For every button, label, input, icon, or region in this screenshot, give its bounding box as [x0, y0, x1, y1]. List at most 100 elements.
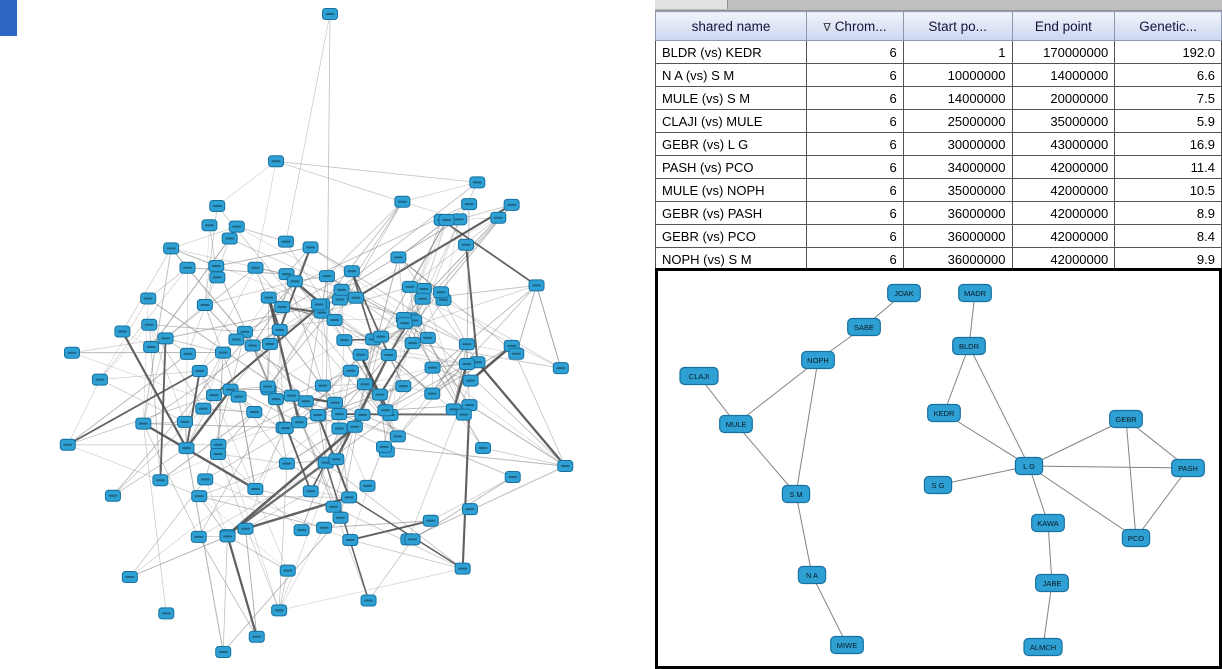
table-row[interactable]: GEBR (vs) L G 6 30000000 43000000 16.9: [654, 132, 1222, 156]
network-node[interactable]: [191, 490, 208, 503]
network-node[interactable]: [114, 325, 131, 338]
network-node[interactable]: [346, 420, 363, 433]
network-node[interactable]: [328, 453, 345, 466]
scrollbar-thumb[interactable]: [655, 0, 728, 9]
network-node[interactable]: [63, 346, 80, 359]
network-node[interactable]: [141, 318, 158, 331]
network-node[interactable]: [196, 299, 213, 312]
edge-N A-MIWE[interactable]: [811, 574, 848, 646]
network-node[interactable]: [316, 521, 333, 534]
network-node[interactable]: [244, 339, 261, 352]
network-node[interactable]: [179, 347, 196, 360]
network-node[interactable]: [310, 298, 327, 311]
edge-NOPH-MULE[interactable]: [735, 359, 819, 425]
network-node[interactable]: [395, 380, 412, 393]
node-S G[interactable]: S G: [923, 475, 953, 495]
network-node[interactable]: [259, 380, 276, 393]
network-node[interactable]: [422, 514, 439, 527]
network-node[interactable]: [248, 630, 265, 643]
edge-S G-L G[interactable]: [937, 465, 1030, 486]
edge-L G-KAWA[interactable]: [1028, 465, 1049, 524]
network-node[interactable]: [342, 364, 359, 377]
edge-L G-PASH[interactable]: [1028, 465, 1189, 469]
network-node[interactable]: [278, 457, 295, 470]
network-node[interactable]: [195, 402, 212, 415]
network-node[interactable]: [438, 214, 455, 227]
overview-network-canvas[interactable]: [0, 0, 655, 669]
column-header-2[interactable]: Start po...: [902, 11, 1013, 41]
node-JOAK[interactable]: JOAK: [887, 283, 921, 303]
network-node[interactable]: [348, 291, 365, 304]
network-node[interactable]: [333, 283, 350, 296]
node-S M[interactable]: S M: [781, 484, 811, 504]
network-node[interactable]: [373, 330, 390, 343]
table-row[interactable]: BLDR (vs) KEDR 6 1 170000000 192.0: [654, 40, 1222, 64]
network-node[interactable]: [389, 430, 406, 443]
network-node[interactable]: [158, 607, 175, 620]
network-node[interactable]: [326, 314, 343, 327]
column-header-0[interactable]: shared name: [654, 11, 808, 41]
node-JABE[interactable]: JABE: [1035, 573, 1069, 593]
column-header-4[interactable]: Genetic...: [1114, 11, 1222, 41]
network-node[interactable]: [201, 219, 218, 232]
network-node[interactable]: [419, 331, 436, 344]
network-node[interactable]: [302, 485, 319, 498]
node-SABE[interactable]: SABE: [847, 317, 881, 337]
network-node[interactable]: [206, 389, 223, 402]
node-BLDR[interactable]: BLDR: [952, 336, 986, 356]
network-node[interactable]: [247, 261, 264, 274]
edge-KEDR-L G[interactable]: [943, 412, 1030, 467]
node-PASH[interactable]: PASH: [1171, 458, 1205, 478]
network-node[interactable]: [135, 417, 152, 430]
network-node[interactable]: [314, 379, 331, 392]
edge-L G-GEBR[interactable]: [1028, 418, 1127, 467]
node-L G[interactable]: L G: [1014, 456, 1044, 476]
network-node[interactable]: [457, 238, 474, 251]
network-node[interactable]: [209, 271, 226, 284]
network-node[interactable]: [260, 291, 277, 304]
network-node[interactable]: [504, 471, 521, 484]
network-node[interactable]: [163, 242, 180, 255]
network-node[interactable]: [104, 489, 121, 502]
node-KEDR[interactable]: KEDR: [927, 403, 961, 423]
network-node[interactable]: [228, 333, 245, 346]
table-row[interactable]: MULE (vs) NOPH 6 35000000 42000000 10.5: [654, 178, 1222, 202]
network-node[interactable]: [454, 562, 471, 575]
network-node[interactable]: [228, 220, 245, 233]
network-node[interactable]: [377, 404, 394, 417]
column-header-1[interactable]: ∇ Chrom...: [806, 11, 904, 41]
network-node[interactable]: [508, 347, 525, 360]
network-node[interactable]: [208, 260, 225, 273]
network-node[interactable]: [462, 374, 479, 387]
network-node[interactable]: [341, 491, 358, 504]
network-node[interactable]: [352, 348, 369, 361]
node-ALMCH[interactable]: ALMCH: [1023, 637, 1063, 657]
network-node[interactable]: [557, 460, 574, 473]
network-node[interactable]: [458, 338, 475, 351]
network-node[interactable]: [283, 389, 300, 402]
network-node[interactable]: [247, 483, 264, 496]
node-MADR[interactable]: MADR: [958, 283, 992, 303]
network-node[interactable]: [291, 416, 308, 429]
node-N A[interactable]: N A: [797, 565, 827, 585]
network-node[interactable]: [271, 323, 288, 336]
network-node[interactable]: [327, 396, 344, 409]
network-node[interactable]: [157, 332, 174, 345]
network-node[interactable]: [332, 511, 349, 524]
network-node[interactable]: [219, 530, 236, 543]
network-node[interactable]: [424, 387, 441, 400]
network-node[interactable]: [277, 422, 294, 435]
network-node[interactable]: [210, 438, 227, 451]
network-node[interactable]: [152, 474, 169, 487]
network-node[interactable]: [424, 361, 441, 374]
network-node[interactable]: [360, 594, 377, 607]
network-node[interactable]: [475, 441, 492, 454]
network-node[interactable]: [274, 300, 291, 313]
edge-BLDR-L G[interactable]: [968, 345, 1030, 467]
filter-icon[interactable]: ∇: [823, 21, 831, 34]
network-node[interactable]: [221, 232, 238, 245]
network-node[interactable]: [209, 447, 226, 460]
network-node[interactable]: [503, 198, 520, 211]
table-row[interactable]: PASH (vs) PCO 6 34000000 42000000 11.4: [654, 155, 1222, 179]
network-node[interactable]: [302, 241, 319, 254]
